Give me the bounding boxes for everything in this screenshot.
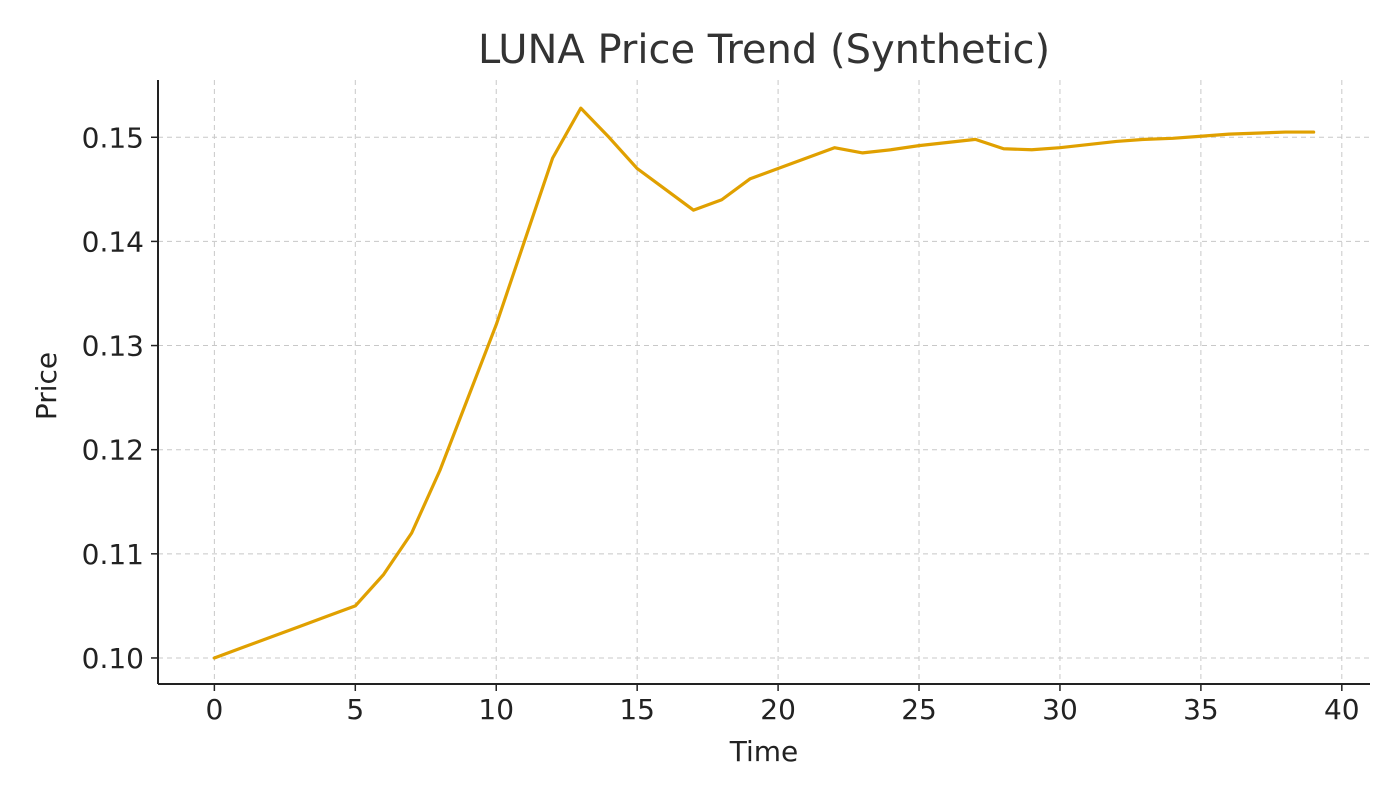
y-tick-label-4: 0.14 (82, 225, 144, 258)
x-tick-label-8: 40 (1324, 693, 1360, 726)
x-tick-label-1: 5 (346, 693, 364, 726)
axes (157, 80, 1370, 685)
x-tick-label-7: 35 (1183, 693, 1219, 726)
x-tick-label-4: 20 (760, 693, 796, 726)
x-axis-title: Time (729, 735, 799, 768)
y-tick-label-2: 0.12 (82, 434, 144, 467)
x-tick-label-3: 15 (619, 693, 655, 726)
y-tick-label-5: 0.15 (82, 121, 144, 154)
x-tick-label-2: 10 (478, 693, 514, 726)
chart-title: LUNA Price Trend (Synthetic) (478, 27, 1050, 73)
y-tick-label-1: 0.11 (82, 538, 144, 571)
ticks: 0 5 10 15 20 25 30 35 40 0.10 0.11 0.12 0.13 0.14 0.15 (82, 121, 1360, 726)
x-tick-label-5: 25 (901, 693, 937, 726)
y-tick-label-0: 0.10 (82, 642, 144, 675)
series-line-0 (212, 106, 1316, 660)
series-layer (212, 106, 1316, 660)
y-tick-label-3: 0.13 (82, 330, 144, 363)
y-axis-title: Price (30, 352, 63, 420)
grid (158, 80, 1370, 684)
x-tick-label-6: 30 (1042, 693, 1078, 726)
x-tick-label-0: 0 (205, 693, 223, 726)
